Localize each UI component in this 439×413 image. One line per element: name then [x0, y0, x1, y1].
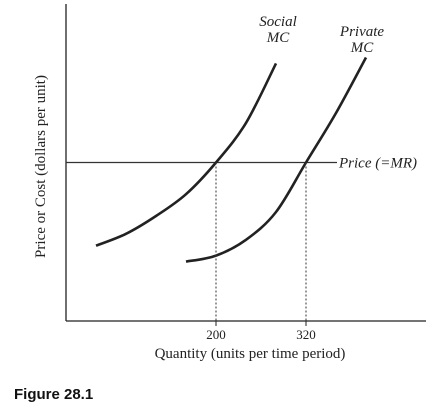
x-tick-label-320: 320: [296, 327, 316, 342]
chart: Price (=MR) Social MC Private MC 200 320 Quant…: [33, 4, 426, 362]
figure-caption: Figure 28.1: [14, 386, 94, 403]
curve-social-mc: [95, 62, 278, 247]
x-tick-label-200: 200: [206, 327, 226, 342]
series-label-private-mc: Private MC: [339, 24, 384, 56]
price-line-label: Price (=MR): [338, 156, 417, 172]
x-axis-label: Quantity (units per time period): [155, 346, 346, 362]
series-label-social-mc: Social MC: [259, 14, 297, 46]
chart-marks: Price (=MR) Social MC Private MC 200 320: [66, 14, 417, 342]
y-axis-label: Price or Cost (dollars per unit): [33, 75, 49, 258]
